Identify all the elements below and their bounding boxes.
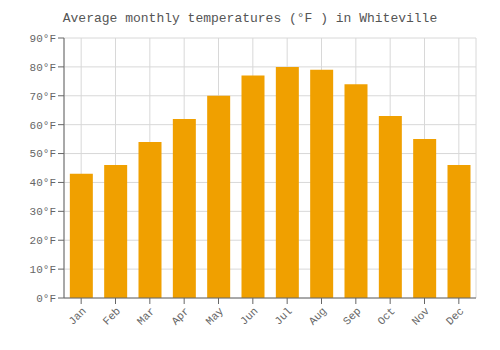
- svg-text:Jan: Jan: [66, 305, 88, 327]
- svg-text:Jun: Jun: [238, 305, 260, 327]
- svg-text:90°F: 90°F: [30, 33, 56, 45]
- svg-text:70°F: 70°F: [30, 91, 56, 103]
- svg-text:Sep: Sep: [341, 305, 363, 327]
- svg-text:40°F: 40°F: [30, 177, 56, 189]
- html-text:Average monthly temperatures (: Average monthly temperatures (°F ) in Wh…: [62, 11, 438, 26]
- svg-text:Nov: Nov: [410, 305, 433, 328]
- svg-text:0°F: 0°F: [36, 293, 56, 305]
- svg-text:Aug: Aug: [307, 305, 329, 327]
- svg-text:20°F: 20°F: [30, 235, 56, 247]
- svg-text:Oct: Oct: [375, 305, 397, 327]
- svg-text:Feb: Feb: [101, 305, 123, 327]
- svg-text:50°F: 50°F: [30, 148, 56, 160]
- svg-text:Mar: Mar: [135, 305, 157, 327]
- svg-text:30°F: 30°F: [30, 206, 56, 218]
- svg-text:Jul: Jul: [272, 305, 294, 327]
- svg-text:60°F: 60°F: [30, 120, 56, 132]
- svg-text:May: May: [204, 305, 227, 328]
- svg-text:Apr: Apr: [169, 305, 191, 327]
- svg-text:80°F: 80°F: [30, 62, 56, 74]
- svg-text:10°F: 10°F: [30, 264, 56, 276]
- svg-text:Dec: Dec: [444, 305, 466, 327]
